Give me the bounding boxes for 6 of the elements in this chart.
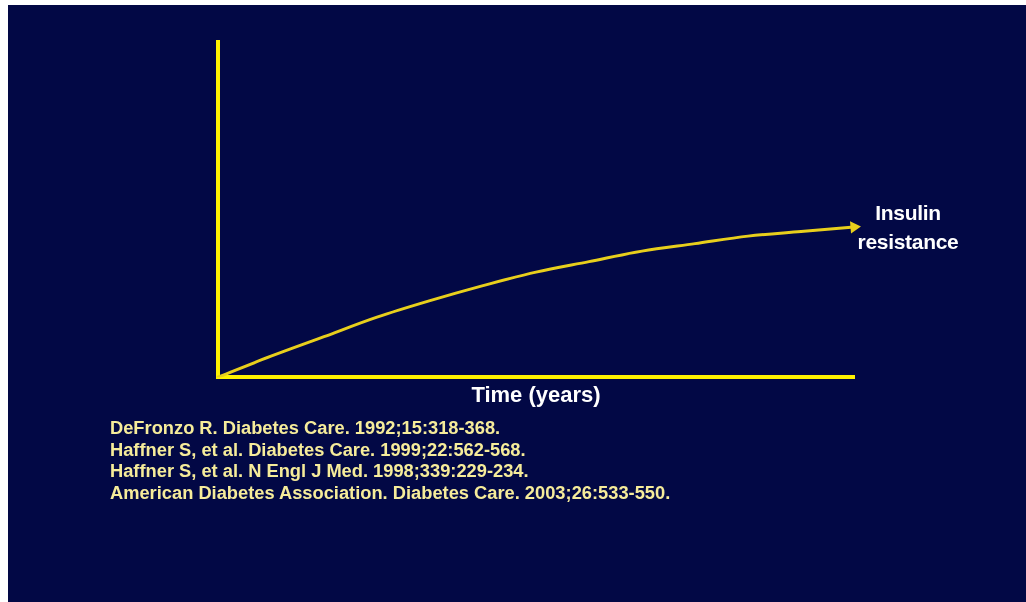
series-label: Insulin resistance (856, 200, 960, 256)
text: Haffner S, et al. Diabetes Care. 1999;22:562-568. (110, 438, 527, 460)
text: Haffner S, et al. N Engl J Med. 1998;339:229-234. (110, 460, 530, 482)
x-axis-title: Time (years) (471, 381, 601, 407)
text: American Diabetes Association. Diabetes Care. 2003;26:533-550. (110, 481, 671, 503)
text: DeFronzo R. Diabetes Care. 1992;15:318-368. (110, 417, 502, 439)
